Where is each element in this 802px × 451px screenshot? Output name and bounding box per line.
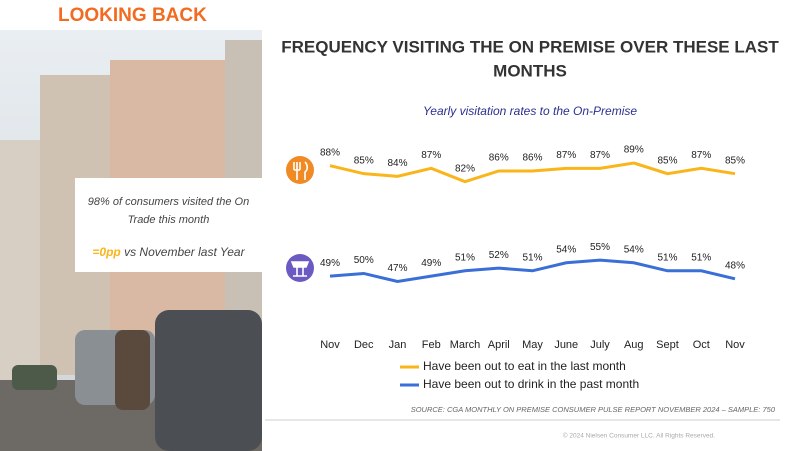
callout-change-text: vs November last Year	[124, 245, 245, 260]
value-label: 86%	[522, 153, 542, 164]
x-tick-label: July	[590, 339, 610, 351]
x-tick-label: Dec	[354, 339, 374, 351]
callout-text: 98% of consumers visited the On Trade th…	[87, 196, 250, 226]
chart-title: FREQUENCY VISITING THE ON PREMISE OVER T…	[281, 37, 779, 56]
x-tick-label: Oct	[693, 339, 710, 351]
copyright: © 2024 Nielsen Consumer LLC. All Rights …	[563, 432, 715, 440]
value-label: 51%	[657, 252, 677, 263]
x-tick-label: Nov	[725, 339, 745, 351]
slide-title: LOOKING BACK	[58, 5, 207, 26]
value-label: 84%	[387, 158, 407, 169]
x-tick-label: Nov	[320, 339, 340, 351]
value-label: 85%	[354, 155, 374, 166]
x-tick-label: Sept	[656, 339, 679, 351]
x-tick-label: March	[450, 339, 481, 351]
value-label: 86%	[489, 153, 509, 164]
value-label: 51%	[691, 252, 711, 263]
drink-icon	[286, 254, 314, 282]
value-label: 87%	[421, 150, 441, 161]
callout: 98% of consumers visited the On Trade th…	[75, 178, 262, 272]
value-label: 54%	[556, 244, 576, 255]
value-label: 89%	[624, 145, 644, 156]
value-label: 87%	[691, 150, 711, 161]
value-label: 87%	[590, 150, 610, 161]
value-label: 55%	[590, 242, 610, 253]
value-label: 48%	[725, 260, 745, 271]
value-label: 54%	[624, 244, 644, 255]
value-label: 52%	[489, 250, 509, 261]
legend-label: Have been out to drink in the past month	[423, 377, 639, 391]
value-label: 50%	[354, 255, 374, 266]
value-label: 88%	[320, 147, 340, 158]
value-label: 51%	[455, 252, 475, 263]
callout-change: =0pp	[92, 245, 121, 260]
value-label: 85%	[725, 155, 745, 166]
series-line	[329, 161, 736, 184]
x-tick-label: Aug	[624, 339, 644, 351]
value-label: 49%	[320, 258, 340, 269]
chart-title: MONTHS	[493, 61, 567, 80]
x-tick-label: Feb	[422, 339, 441, 351]
value-label: 51%	[522, 252, 542, 263]
eat-icon	[286, 156, 314, 184]
series-line	[329, 258, 736, 284]
x-tick-label: June	[554, 339, 578, 351]
value-label: 85%	[657, 155, 677, 166]
x-tick-label: May	[522, 339, 543, 351]
legend-label: Have been out to eat in the last month	[423, 359, 626, 373]
x-tick-label: April	[488, 339, 510, 351]
value-label: 87%	[556, 150, 576, 161]
source: SOURCE: CGA MONTHLY ON PREMISE CONSUMER …	[411, 405, 776, 414]
chart-subtitle: Yearly visitation rates to the On-Premis…	[423, 104, 637, 118]
value-label: 82%	[455, 163, 475, 174]
value-label: 49%	[421, 258, 441, 269]
x-tick-label: Jan	[389, 339, 407, 351]
value-label: 47%	[387, 263, 407, 274]
